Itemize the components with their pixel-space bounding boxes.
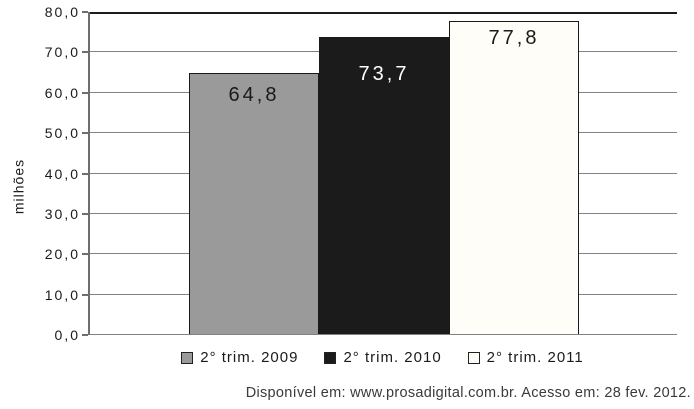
plot-area: 0,0 10,0 20,0 30,0 40,0 50,0 60,0 70,0 80,0 64,8 7… [45,4,677,343]
legend: 2° trim. 2009 2° trim. 2010 2° trim. 2011 [88,349,677,366]
y-tick-label: 40,0 [44,166,80,182]
y-axis-tick [82,213,88,215]
legend-swatch [324,351,337,364]
legend-item: 2° trim. 2010 [324,349,441,366]
y-axis-tick [82,51,88,53]
legend-swatch [181,351,194,364]
y-axis-tick [82,294,88,296]
y-tick-label: 70,0 [44,44,80,60]
legend-item: 2° trim. 2009 [181,349,298,366]
legend-item: 2° trim. 2011 [467,349,584,366]
y-axis-tick [82,92,88,94]
y-axis-tick [82,334,88,336]
bar-value-label: 64,8 [228,84,280,106]
legend-label: 2° trim. 2010 [343,349,442,366]
bar-22010: 73,7 [319,37,449,335]
y-tick-label: 30,0 [44,206,80,222]
y-axis-tick [82,132,88,134]
gridline [90,12,677,14]
y-tick-label: 20,0 [44,246,80,262]
y-tick-label: 10,0 [44,287,80,303]
y-axis-tick [82,11,88,13]
y-tick-label: 50,0 [44,125,80,141]
source-citation: Disponível em: www.prosadigital.com.br. … [245,385,691,401]
y-tick-label: 0,0 [54,327,80,343]
legend-label: 2° trim. 2011 [486,349,584,366]
bar-22011: 77,8 [449,21,579,335]
y-axis-tick [82,173,88,175]
bar-value-label: 77,8 [488,27,540,49]
y-axis-tick [82,253,88,255]
bar-22009: 64,8 [189,73,319,335]
legend-swatch [467,351,480,364]
gridline [90,334,677,335]
y-tick-label: 60,0 [44,85,80,101]
legend-label: 2° trim. 2009 [200,349,299,366]
bar-value-label: 73,7 [358,63,410,85]
y-tick-label: 80,0 [44,4,80,20]
